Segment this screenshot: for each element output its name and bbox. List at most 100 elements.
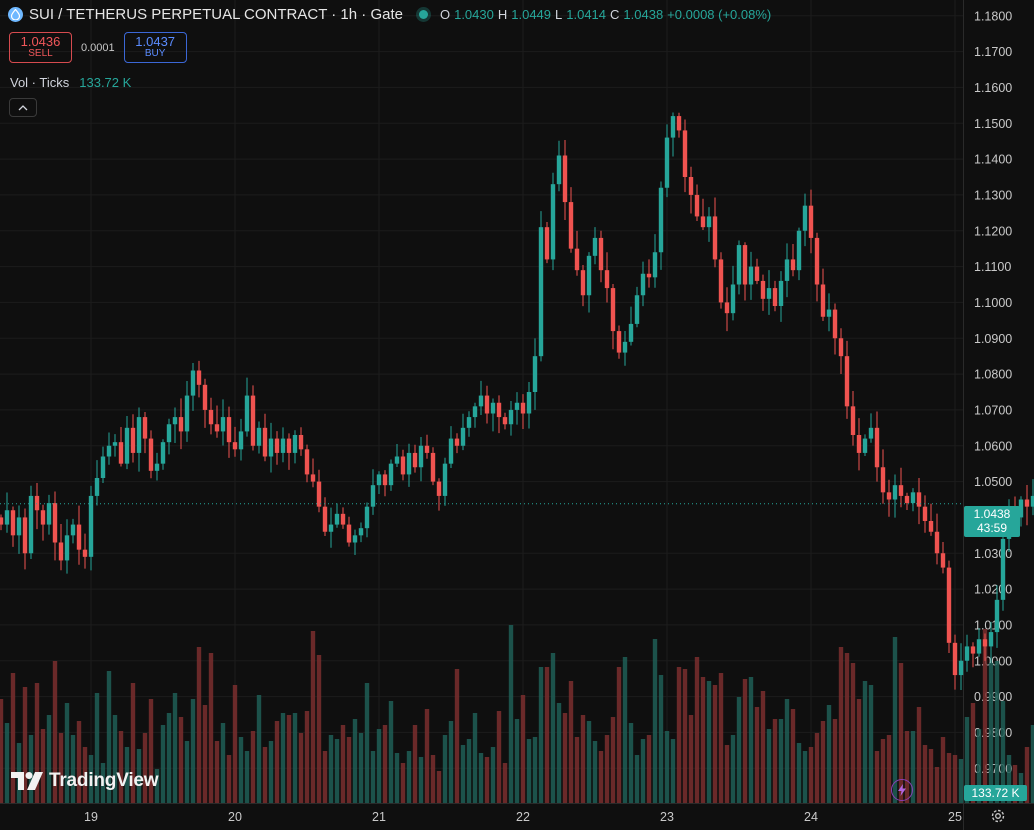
- volume-bar: [196, 647, 202, 803]
- lightning-button[interactable]: [891, 779, 913, 801]
- price-axis-label: 1.1600: [974, 81, 1012, 95]
- candle-body: [448, 438, 454, 464]
- candle-body: [922, 506, 928, 521]
- candle-body: [352, 535, 358, 543]
- sell-button[interactable]: 1.0436 SELL: [9, 32, 72, 63]
- candle-body: [64, 535, 70, 561]
- price-axis-label: 1.1100: [974, 260, 1011, 274]
- volume-bar: [106, 671, 112, 803]
- volume-bar: [268, 741, 274, 803]
- volume-bar: [790, 709, 796, 803]
- candle-body: [928, 521, 934, 532]
- candle-body: [484, 395, 490, 414]
- volume-bar: [640, 739, 646, 803]
- candle-body: [802, 205, 808, 231]
- volume-bar: [964, 717, 970, 803]
- candle-body: [478, 395, 484, 407]
- candle-body: [196, 370, 202, 385]
- volume-bar: [274, 721, 280, 803]
- volume-bar: [844, 653, 850, 803]
- volume-bar: [328, 735, 334, 803]
- volume-bar: [118, 731, 124, 803]
- candle-body: [760, 280, 766, 299]
- candle-body: [586, 255, 592, 296]
- candle-body: [790, 259, 796, 271]
- candle-body: [742, 245, 748, 285]
- sell-price: 1.0436: [20, 34, 61, 50]
- candle-body: [424, 445, 430, 453]
- candle-body: [52, 503, 58, 543]
- price-axis-label: 1.1300: [974, 188, 1012, 202]
- volume-bar: [622, 657, 628, 803]
- low-value: 1.0414: [566, 7, 607, 22]
- volume-bar: [34, 683, 40, 803]
- candle-body: [592, 237, 598, 256]
- candle-body: [730, 284, 736, 314]
- candle-body: [1018, 499, 1024, 518]
- candle-body: [652, 252, 658, 278]
- candle-body: [178, 417, 184, 432]
- volume-bar: [184, 741, 190, 803]
- candle-body: [292, 435, 298, 453]
- volume-bar: [796, 743, 802, 803]
- candle-body: [94, 478, 100, 496]
- close-value: 1.0438: [623, 7, 664, 22]
- candle-body: [268, 438, 274, 457]
- candle-body: [334, 513, 340, 525]
- volume-bar: [178, 717, 184, 803]
- volume-bar: [484, 757, 490, 803]
- volume-bar: [778, 719, 784, 803]
- candle-body: [874, 427, 880, 468]
- candle-body: [286, 438, 292, 453]
- chevron-up-icon: [18, 104, 28, 110]
- volume-bar: [862, 681, 868, 803]
- candle-body: [562, 155, 568, 203]
- candle-body: [952, 642, 958, 676]
- volume-bar: [148, 699, 154, 803]
- candles: [0, 112, 1034, 690]
- symbol-title[interactable]: SUI / TETHERUS PERPETUAL CONTRACT · 1h ·…: [29, 6, 403, 23]
- volume-bar: [952, 755, 958, 803]
- volume-bar: [718, 673, 724, 803]
- volume-badge: 133.72 K: [964, 785, 1027, 801]
- candle-body: [238, 431, 244, 450]
- volume-bar: [976, 729, 982, 803]
- candle-body: [628, 323, 634, 342]
- candle-body: [682, 130, 688, 177]
- volume-bar: [646, 735, 652, 803]
- candle-body: [784, 259, 790, 281]
- volume-bar: [262, 747, 268, 803]
- collapse-legend-button[interactable]: [9, 98, 37, 117]
- price-axis-label: 1.1500: [974, 117, 1012, 131]
- candle-body: [634, 295, 640, 324]
- volume-bar: [634, 755, 640, 803]
- candle-body: [130, 427, 136, 453]
- candle-body: [934, 531, 940, 554]
- last-price-value: 1.0438: [973, 507, 1011, 521]
- gear-icon[interactable]: [990, 808, 1006, 824]
- candle-body: [796, 230, 802, 271]
- candle-body: [676, 116, 682, 131]
- candle-body: [766, 288, 772, 299]
- volume-label: Vol · Ticks: [10, 75, 70, 90]
- tradingview-logo[interactable]: TradingView: [11, 770, 159, 792]
- candle-body: [340, 513, 346, 525]
- candle-body: [184, 395, 190, 432]
- volume-bar: [364, 683, 370, 803]
- candle-body: [304, 449, 310, 475]
- candle-body: [4, 510, 10, 525]
- volume-bar: [610, 717, 616, 803]
- volume-bar: [700, 677, 706, 803]
- candle-body: [646, 273, 652, 278]
- volume-bar: [682, 669, 688, 803]
- buy-button[interactable]: 1.0437 BUY: [123, 32, 187, 63]
- candle-body: [166, 424, 172, 443]
- volume-legend[interactable]: Vol · Ticks 133.72 K: [10, 75, 131, 90]
- volume-bar: [766, 729, 772, 803]
- volume-bar: [412, 725, 418, 803]
- price-axis-label: 1.0700: [974, 403, 1012, 417]
- volume-bar: [814, 733, 820, 803]
- open-value: 1.0430: [454, 7, 494, 22]
- candle-body: [1000, 538, 1006, 600]
